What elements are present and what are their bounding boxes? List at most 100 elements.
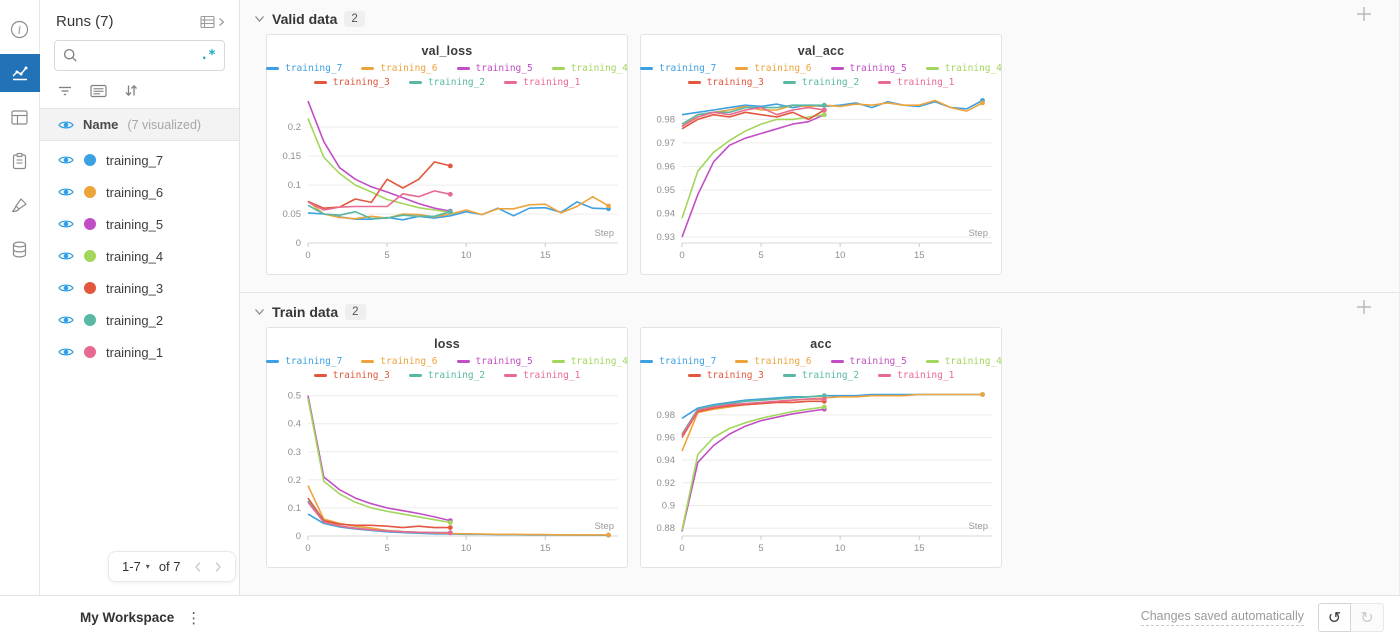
legend-item[interactable]: training_1 xyxy=(504,370,580,381)
page-next-icon[interactable] xyxy=(214,561,222,573)
legend-item[interactable]: training_3 xyxy=(687,77,764,88)
run-list-item[interactable]: training_5 xyxy=(40,208,239,240)
section-train-header[interactable]: Train data 2 xyxy=(240,299,382,327)
legend-label: training_7 xyxy=(285,63,343,74)
run-list-item[interactable]: training_3 xyxy=(40,272,239,304)
series-endpoint-training_2 xyxy=(821,102,827,108)
legend-item[interactable]: training_5 xyxy=(830,63,907,74)
run-list-item[interactable]: training_2 xyxy=(40,304,239,336)
search-icon xyxy=(63,48,77,62)
visibility-eye-icon[interactable] xyxy=(58,154,74,166)
search-input[interactable] xyxy=(84,48,195,63)
runs-name-header[interactable]: Name (7 visualized) xyxy=(40,108,239,141)
pagination-range[interactable]: 1-7 xyxy=(122,559,141,574)
panel-val-loss[interactable]: val_loss training_7 training_6 training_5 t… xyxy=(266,34,628,275)
legend-item[interactable]: training_6 xyxy=(735,63,812,74)
run-list-item[interactable]: training_1 xyxy=(40,336,239,368)
undo-button[interactable]: ↺ xyxy=(1318,603,1351,632)
panel-val-acc[interactable]: val_acc training_7 training_6 training_5 tr… xyxy=(640,34,1002,275)
expand-table-button[interactable] xyxy=(200,15,225,29)
series-line-training_5 xyxy=(681,113,825,238)
legend-item[interactable]: training_7 xyxy=(640,63,716,74)
legend-item[interactable]: training_3 xyxy=(313,77,390,88)
visibility-eye-icon[interactable] xyxy=(58,282,74,294)
legend-dash-icon xyxy=(361,360,375,363)
series-line-training_2 xyxy=(681,394,825,435)
legend-label: training_6 xyxy=(754,63,812,74)
legend-item[interactable]: training_2 xyxy=(408,370,485,381)
legend-item[interactable]: training_4 xyxy=(925,356,1002,367)
legend-dash-icon xyxy=(687,374,701,377)
legend-item[interactable]: training_5 xyxy=(456,356,533,367)
visibility-eye-icon[interactable] xyxy=(58,218,74,230)
section-valid-header[interactable]: Valid data 2 xyxy=(240,6,381,34)
panel-loss[interactable]: loss training_7 training_6 training_5 train… xyxy=(266,327,628,568)
page-prev-icon[interactable] xyxy=(194,561,202,573)
nav-rail: i xyxy=(0,0,40,595)
visibility-eye-icon[interactable] xyxy=(58,250,74,262)
run-list-item[interactable]: training_4 xyxy=(40,240,239,272)
legend-item[interactable]: training_1 xyxy=(504,77,580,88)
legend-item[interactable]: training_1 xyxy=(878,77,954,88)
svg-text:Step: Step xyxy=(968,521,988,532)
sort-button[interactable] xyxy=(124,83,138,98)
legend-item[interactable]: training_3 xyxy=(313,370,390,381)
pagination-control[interactable]: 1-7 ▾ of 7 xyxy=(108,551,236,582)
rail-item-info[interactable]: i xyxy=(0,10,40,48)
rail-item-sweeps[interactable] xyxy=(0,186,40,224)
chart-plot[interactable]: 0.88 0.9 0.92 0.94 0.96 0.98 0 5 10 15 Step xyxy=(642,384,1000,562)
filter-button[interactable] xyxy=(57,83,73,98)
chart-plot[interactable]: 0.93 0.94 0.95 0.96 0.97 0.98 0 5 10 15 Step xyxy=(642,91,1000,269)
chart-plot[interactable]: 0 0.1 0.2 0.3 0.4 0.5 0 5 10 15 Step xyxy=(268,384,626,562)
rail-item-charts[interactable] xyxy=(0,54,40,92)
group-button[interactable] xyxy=(90,83,107,98)
add-panel-button[interactable] xyxy=(1355,5,1373,28)
legend-item[interactable]: training_6 xyxy=(361,63,438,74)
run-list-item[interactable]: training_7 xyxy=(40,144,239,176)
legend-item[interactable]: training_3 xyxy=(687,370,764,381)
svg-text:15: 15 xyxy=(914,250,925,261)
charts-row: val_loss training_7 training_6 training_5 t… xyxy=(266,34,1399,275)
regex-toggle-icon[interactable]: .* xyxy=(200,47,216,63)
save-status-text: Changes saved automatically xyxy=(1140,609,1304,626)
redo-button[interactable]: ↻ xyxy=(1351,603,1384,632)
svg-text:5: 5 xyxy=(384,543,389,554)
chart-plot[interactable]: 0 0.05 0.1 0.15 0.2 0 5 10 15 Step xyxy=(268,91,626,269)
visibility-eye-icon[interactable] xyxy=(58,346,74,358)
legend-item[interactable]: training_2 xyxy=(782,370,859,381)
legend-item[interactable]: training_4 xyxy=(551,63,628,74)
legend-item[interactable]: training_6 xyxy=(735,356,812,367)
plus-icon xyxy=(1357,7,1371,21)
run-list-item[interactable]: training_6 xyxy=(40,176,239,208)
run-color-dot xyxy=(84,314,96,326)
legend-item[interactable]: training_7 xyxy=(266,356,342,367)
rail-item-artifacts[interactable] xyxy=(0,230,40,268)
legend-item[interactable]: training_2 xyxy=(782,77,859,88)
legend-item[interactable]: training_5 xyxy=(456,63,533,74)
legend-item[interactable]: training_6 xyxy=(361,356,438,367)
visibility-eye-icon[interactable] xyxy=(58,186,74,198)
legend-item[interactable]: training_4 xyxy=(551,356,628,367)
chart-title: loss xyxy=(434,337,460,351)
pagination-caret-icon[interactable]: ▾ xyxy=(145,562,150,571)
panel-acc[interactable]: acc training_7 training_6 training_5 traini… xyxy=(640,327,1002,568)
visibility-eye-icon[interactable] xyxy=(58,314,74,326)
chart-legend-row: training_7 training_6 training_5 training_4 xyxy=(640,63,1002,74)
legend-dash-icon xyxy=(361,67,375,70)
rail-item-tables[interactable] xyxy=(0,98,40,136)
svg-text:Step: Step xyxy=(594,228,614,239)
visibility-eye-icon[interactable] xyxy=(58,119,74,131)
legend-item[interactable]: training_1 xyxy=(878,370,954,381)
legend-label: training_5 xyxy=(475,63,533,74)
legend-item[interactable]: training_4 xyxy=(925,63,1002,74)
add-panel-button[interactable] xyxy=(1355,298,1373,321)
svg-text:0: 0 xyxy=(296,238,301,249)
legend-item[interactable]: training_5 xyxy=(830,356,907,367)
rail-item-reports[interactable] xyxy=(0,142,40,180)
svg-text:0: 0 xyxy=(296,531,301,542)
legend-label: training_4 xyxy=(944,63,1002,74)
workspace-menu-button[interactable]: ⋮ xyxy=(186,608,202,627)
legend-item[interactable]: training_7 xyxy=(266,63,342,74)
legend-item[interactable]: training_2 xyxy=(408,77,485,88)
legend-item[interactable]: training_7 xyxy=(640,356,716,367)
